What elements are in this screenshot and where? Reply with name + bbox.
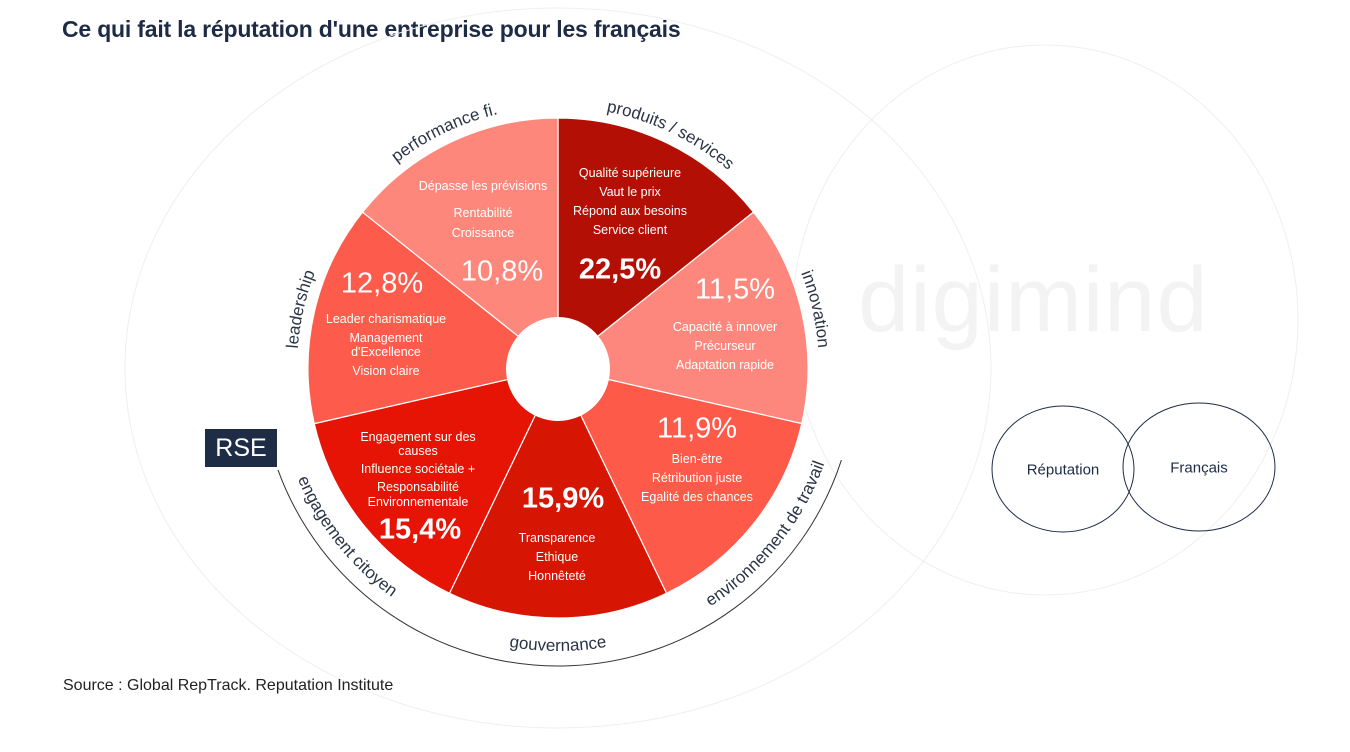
segment-detail: Leader charismatique xyxy=(325,312,447,326)
segment-detail: Vaut le prix xyxy=(599,185,661,199)
segment-value-label: 10,8% xyxy=(460,255,544,288)
slice-engagement-citoyen xyxy=(313,367,560,595)
segment-detail: Dépasse les prévisions xyxy=(418,179,548,193)
segment-detail: Honnêteté xyxy=(528,569,586,583)
digimind-watermark: digimind xyxy=(858,249,1209,351)
segment-value-label: 15,9% xyxy=(521,482,605,515)
segment-detail: Qualité supérieure xyxy=(578,166,682,180)
source-note: Source : Global RepTrack. Reputation Ins… xyxy=(63,677,394,694)
segment-detail: Transparence xyxy=(518,531,596,545)
segment-detail: Responsabilité xyxy=(377,480,459,494)
segment-detail: Adaptation rapide xyxy=(676,358,774,372)
slice-leadership xyxy=(307,211,560,425)
segment-detail: Rentabilité xyxy=(453,206,513,220)
segment-detail: Management xyxy=(349,331,423,345)
page-title: Ce qui fait la réputation d'une entrepri… xyxy=(62,16,681,42)
segment-detail: Rétribution juste xyxy=(651,471,743,485)
category-label: gouvernance xyxy=(508,632,607,655)
segment-detail: Egalité des chances xyxy=(641,490,753,504)
venn-label-reputation: Réputation xyxy=(1026,461,1100,479)
segment-value-label: 11,5% xyxy=(694,273,776,306)
slice-produits-services xyxy=(557,117,755,370)
segment-value-label: 12,8% xyxy=(340,267,424,300)
segment-detail: causes xyxy=(398,444,438,458)
segment-detail: Engagement sur des xyxy=(360,430,476,444)
segment-detail: Ethique xyxy=(535,550,579,564)
segment-value-label: 22,5% xyxy=(578,253,662,286)
slice-performance-fi- xyxy=(361,117,559,370)
rse-badge: RSE xyxy=(205,429,277,467)
venn-label-francais: Français xyxy=(1170,459,1228,477)
segment-detail: Croissance xyxy=(451,226,515,240)
segment-detail: Répond aux besoins xyxy=(573,204,687,218)
segment-detail: Vision claire xyxy=(352,364,420,378)
background-circle-left xyxy=(124,7,992,729)
slice-environnement-de-travail xyxy=(556,367,803,595)
segment-detail: Capacité à innover xyxy=(672,320,778,334)
segment-value-label: 11,9% xyxy=(656,412,738,445)
venn-circle-reputation xyxy=(991,405,1135,533)
rse-bracket-arc xyxy=(277,459,842,667)
background-circle-right xyxy=(791,44,1299,596)
center-hole xyxy=(506,317,610,421)
segment-value-label: 15,4% xyxy=(378,513,462,546)
segment-detail: Bien-être xyxy=(671,452,723,466)
venn-circle-francais xyxy=(1122,402,1276,532)
segment-detail: Service client xyxy=(592,223,668,237)
segment-detail: d'Excellence xyxy=(351,345,421,359)
segment-detail: Influence sociétale + xyxy=(360,462,476,476)
slice-innovation xyxy=(556,211,809,425)
slice-gouvernance xyxy=(448,366,668,619)
category-label-text: gouvernance xyxy=(508,632,607,655)
segment-detail: Environnementale xyxy=(367,495,469,509)
segment-detail: Précurseur xyxy=(694,339,756,353)
